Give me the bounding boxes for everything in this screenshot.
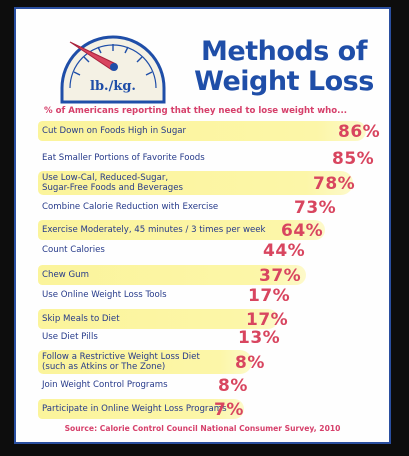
row-highlight: [38, 220, 325, 240]
method-label: Chew Gum: [42, 270, 89, 280]
method-percent: 73%: [294, 197, 337, 218]
row-highlight: [38, 399, 244, 419]
dial-label: lb./kg.: [90, 79, 136, 94]
method-percent: 78%: [313, 173, 356, 194]
method-label: Skip Meals to Diet: [42, 314, 120, 324]
method-label: Use Diet Pills: [42, 332, 98, 342]
row-highlight: [38, 309, 278, 329]
method-row: Count Calories 44%: [38, 240, 383, 261]
title-line-1: Methods of: [201, 36, 367, 67]
method-percent: 64%: [281, 220, 324, 241]
method-row: Eat Smaller Portions of Favorite Foods 85…: [38, 148, 383, 169]
method-percent: 17%: [246, 309, 289, 330]
method-row: Follow a Restrictive Weight Loss Diet (s…: [38, 350, 383, 374]
method-row: Participate in Online Weight Loss Progra…: [38, 399, 383, 420]
method-percent: 8%: [235, 352, 265, 373]
method-label: Eat Smaller Portions of Favorite Foods: [42, 153, 205, 163]
method-percent: 37%: [259, 265, 302, 286]
method-percent: 13%: [238, 327, 281, 348]
method-row: Use Online Weight Loss Tools 17%: [38, 285, 383, 306]
row-highlight: [38, 265, 306, 285]
method-percent: 8%: [218, 375, 248, 396]
source-note: Source: Calorie Control Council National…: [64, 424, 341, 433]
method-percent: 17%: [248, 285, 291, 306]
method-list: Cut Down on Foods High in Sugar 86% Eat Sm…: [16, 9, 389, 442]
method-label: Count Calories: [42, 245, 105, 255]
method-row: Skip Meals to Diet 17%: [38, 309, 383, 330]
method-label: Cut Down on Foods High in Sugar: [42, 126, 187, 136]
method-percent: 44%: [263, 240, 306, 261]
method-row: Exercise Moderately, 45 minutes / 3 time…: [38, 220, 383, 241]
method-label: Exercise Moderately, 45 minutes / 3 time…: [42, 225, 266, 235]
page-title: Methods of Weight Loss: [184, 37, 384, 97]
method-label: Use Low-Cal, Reduced-Sugar, Sugar-Free F…: [42, 173, 183, 193]
method-label: Follow a Restrictive Weight Loss Diet (s…: [42, 352, 200, 372]
infographic: lb./kg. Methods of Weight Loss % of Amer…: [14, 7, 391, 444]
scale-dial-icon: lb./kg.: [60, 35, 166, 104]
method-label: Combine Calorie Reduction with Exercise: [42, 202, 219, 212]
row-highlight: [38, 171, 353, 195]
row-highlight: [38, 121, 366, 141]
method-row: Use Low-Cal, Reduced-Sugar, Sugar-Free F…: [38, 171, 383, 195]
method-percent: 7%: [214, 399, 244, 420]
method-row: Cut Down on Foods High in Sugar 86%: [38, 121, 383, 142]
method-label: Use Online Weight Loss Tools: [42, 290, 167, 300]
method-label: Join Weight Control Programs: [42, 380, 168, 390]
method-row: Combine Calorie Reduction with Exercise 7…: [38, 197, 383, 218]
method-percent: 85%: [332, 148, 375, 169]
chart-subtitle: % of Americans reporting that they need …: [44, 106, 347, 116]
method-row: Chew Gum 37%: [38, 265, 383, 286]
method-row: Use Diet Pills 13%: [38, 327, 383, 348]
title-line-2: Weight Loss: [194, 66, 374, 97]
method-row: Join Weight Control Programs 8%: [38, 375, 383, 396]
method-percent: 86%: [338, 121, 381, 142]
method-label: Participate in Online Weight Loss Progra…: [42, 404, 227, 414]
row-highlight: [38, 350, 252, 374]
